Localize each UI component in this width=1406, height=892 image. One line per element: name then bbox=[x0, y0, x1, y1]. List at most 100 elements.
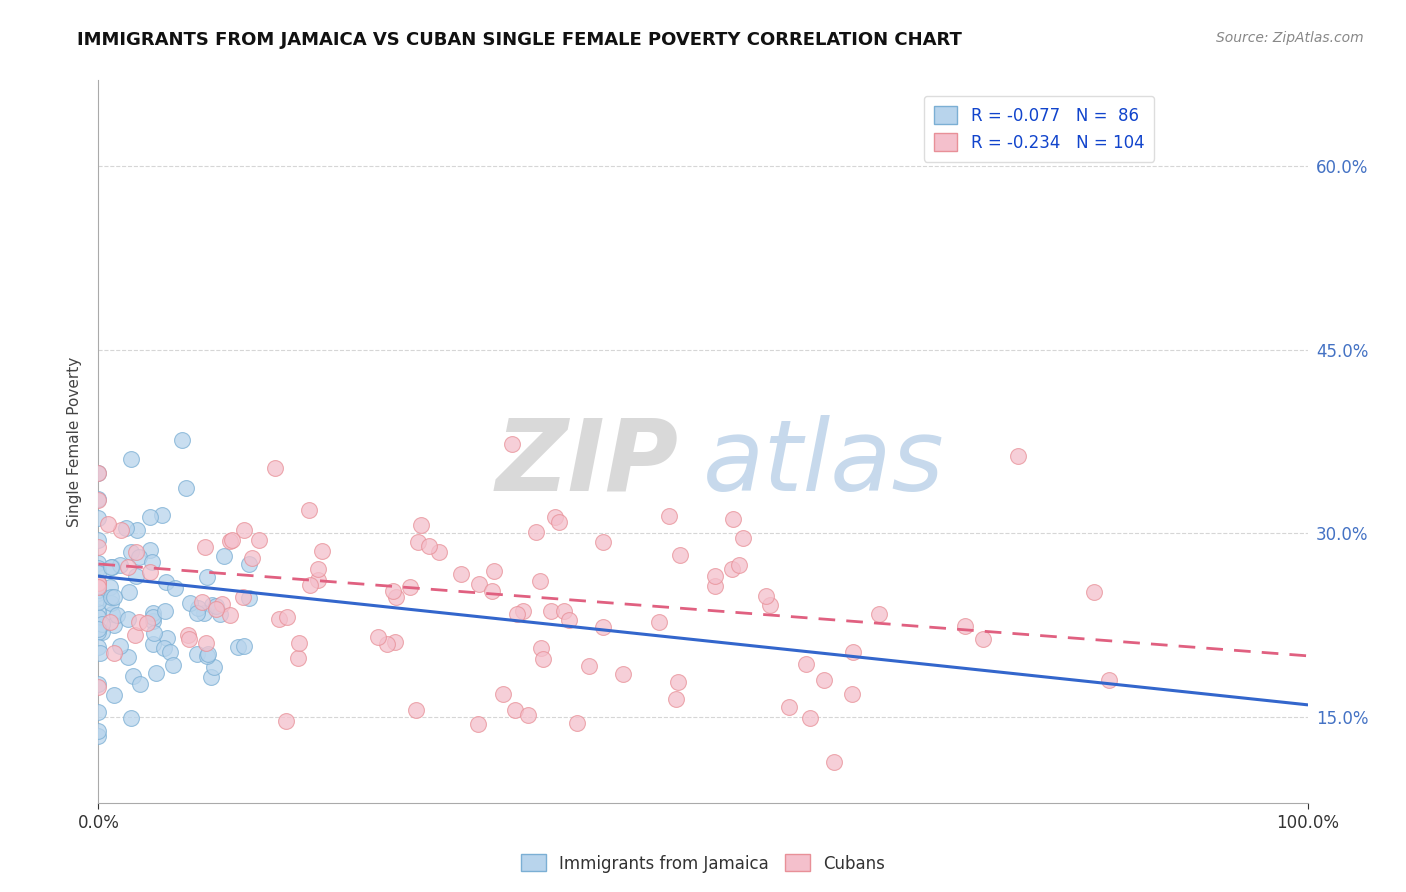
Point bbox=[87, 578, 110, 592]
Point bbox=[524, 525, 547, 540]
Point bbox=[367, 630, 389, 644]
Point bbox=[517, 708, 540, 723]
Point bbox=[665, 692, 688, 706]
Point bbox=[142, 614, 165, 628]
Point bbox=[186, 606, 208, 620]
Point bbox=[87, 622, 110, 636]
Point bbox=[398, 581, 420, 595]
Point bbox=[87, 583, 110, 598]
Y-axis label: Single Female Poverty: Single Female Poverty bbox=[67, 357, 83, 526]
Point bbox=[505, 703, 527, 717]
Point bbox=[375, 637, 398, 651]
Point bbox=[120, 545, 142, 559]
Point bbox=[544, 509, 567, 524]
Point bbox=[150, 508, 173, 522]
Point bbox=[794, 657, 817, 672]
Point bbox=[540, 604, 562, 618]
Point bbox=[1007, 449, 1029, 463]
Point bbox=[87, 575, 110, 590]
Point bbox=[233, 524, 256, 538]
Point bbox=[87, 493, 110, 508]
Point bbox=[128, 615, 150, 629]
Point bbox=[98, 615, 121, 629]
Point bbox=[156, 631, 179, 645]
Point bbox=[128, 549, 150, 564]
Point bbox=[721, 562, 744, 576]
Point bbox=[142, 625, 165, 640]
Point bbox=[87, 591, 110, 605]
Point bbox=[381, 584, 404, 599]
Point bbox=[824, 755, 846, 769]
Point bbox=[264, 461, 287, 475]
Point bbox=[592, 619, 614, 633]
Point bbox=[174, 482, 197, 496]
Point bbox=[100, 596, 122, 610]
Point bbox=[406, 534, 429, 549]
Point bbox=[87, 640, 110, 654]
Point bbox=[108, 558, 131, 573]
Point bbox=[311, 544, 333, 558]
Point bbox=[97, 516, 120, 531]
Point bbox=[87, 540, 110, 554]
Point bbox=[117, 560, 139, 574]
Point bbox=[565, 715, 588, 730]
Point bbox=[87, 556, 110, 570]
Point bbox=[491, 687, 513, 701]
Point bbox=[125, 569, 148, 583]
Point bbox=[233, 639, 256, 653]
Point bbox=[267, 612, 290, 626]
Point bbox=[405, 703, 427, 717]
Point bbox=[155, 574, 177, 589]
Point bbox=[87, 723, 110, 738]
Point bbox=[153, 604, 176, 618]
Point bbox=[506, 607, 529, 622]
Point bbox=[117, 612, 139, 626]
Point bbox=[778, 699, 800, 714]
Point bbox=[87, 492, 110, 507]
Point bbox=[91, 617, 114, 632]
Point bbox=[87, 560, 110, 574]
Text: ZIP: ZIP bbox=[496, 415, 679, 512]
Point bbox=[187, 601, 209, 615]
Point bbox=[194, 636, 217, 650]
Point bbox=[142, 609, 165, 624]
Point bbox=[200, 669, 222, 683]
Point bbox=[136, 616, 159, 631]
Point bbox=[170, 434, 193, 448]
Point bbox=[529, 574, 551, 589]
Point bbox=[299, 578, 322, 592]
Point bbox=[87, 466, 110, 480]
Point bbox=[731, 531, 754, 545]
Point bbox=[159, 645, 181, 659]
Point bbox=[125, 523, 148, 537]
Point bbox=[145, 665, 167, 680]
Legend: Immigrants from Jamaica, Cubans: Immigrants from Jamaica, Cubans bbox=[513, 847, 893, 880]
Point bbox=[1083, 585, 1105, 599]
Point bbox=[409, 517, 432, 532]
Point bbox=[219, 608, 242, 623]
Point bbox=[666, 675, 689, 690]
Point bbox=[1098, 673, 1121, 687]
Point bbox=[204, 601, 226, 615]
Point bbox=[288, 636, 311, 650]
Point bbox=[197, 648, 219, 663]
Point bbox=[177, 628, 200, 642]
Point bbox=[668, 548, 690, 562]
Point bbox=[704, 579, 727, 593]
Point bbox=[648, 615, 671, 629]
Point bbox=[87, 625, 110, 640]
Point bbox=[385, 591, 408, 605]
Point bbox=[759, 599, 782, 613]
Point bbox=[721, 512, 744, 526]
Point bbox=[799, 711, 821, 725]
Point bbox=[512, 604, 534, 618]
Point bbox=[813, 673, 835, 688]
Point bbox=[142, 637, 165, 651]
Point bbox=[307, 562, 329, 576]
Point bbox=[530, 640, 553, 655]
Point bbox=[704, 569, 727, 583]
Point bbox=[98, 580, 121, 594]
Point bbox=[558, 613, 581, 627]
Point bbox=[481, 584, 503, 599]
Point bbox=[427, 545, 450, 559]
